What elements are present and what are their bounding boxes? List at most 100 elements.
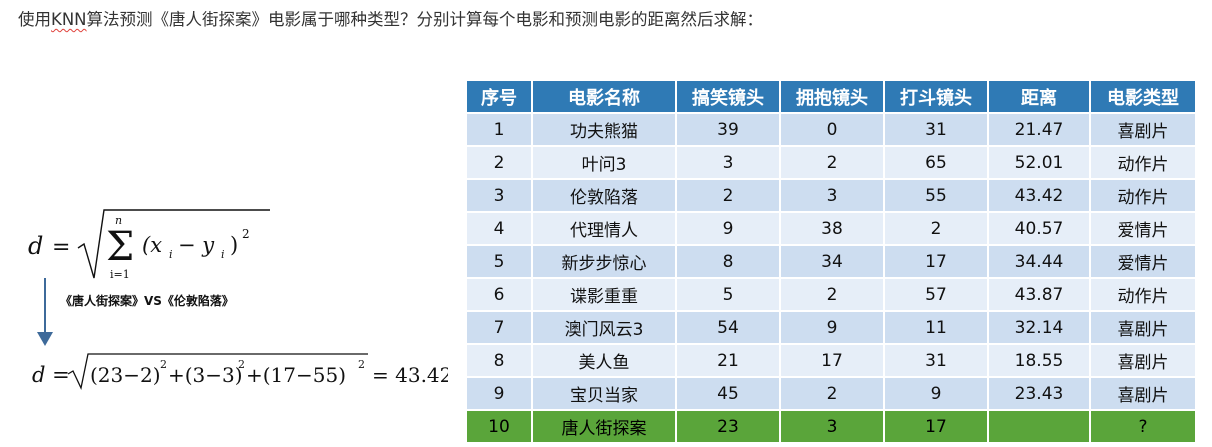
cell-distance: 52.01 [989,147,1089,180]
cell-funny: 9 [677,213,779,246]
cell-hug: 2 [781,378,883,411]
cell-index: 3 [467,180,531,213]
cell-fight: 17 [885,411,987,444]
table-row: 4 代理情人 9 38 2 40.57 爱情片 [467,213,1195,246]
example-term2: +(3−3) [168,363,243,387]
table-row: 7 澳门风云3 54 9 11 32.14 喜剧片 [467,312,1195,345]
cell-index: 5 [467,246,531,279]
cell-type: 喜剧片 [1091,114,1195,147]
cell-funny: 8 [677,246,779,279]
comparison-label: 《唐人街探案》VS《伦敦陷落》 [60,294,234,308]
cell-distance: 34.44 [989,246,1089,279]
table-header-row: 序号 电影名称 搞笑镜头 拥抱镜头 打斗镜头 距离 电影类型 [467,81,1195,114]
cell-type: 喜剧片 [1091,345,1195,378]
cell-funny: 23 [677,411,779,444]
sigma-symbol: Σ [106,224,134,270]
cell-funny: 21 [677,345,779,378]
cell-type: 爱情片 [1091,213,1195,246]
cell-fight: 11 [885,312,987,345]
cell-distance: 23.43 [989,378,1089,411]
example-formula: d = (23−2) 2 +(3−3) 2 +(17−55) 2 = 43.42 [32,353,448,391]
example-lhs: d = [32,363,70,387]
cell-funny: 39 [677,114,779,147]
table-row: 9 宝贝当家 45 2 9 23.43 喜剧片 [467,378,1195,411]
cell-type: 喜剧片 [1091,312,1195,345]
example-sq1: 2 [160,358,167,371]
cell-type: 喜剧片 [1091,378,1195,411]
cell-type: ? [1091,411,1195,444]
example-result: = 43.42 [372,363,448,387]
cell-hug: 3 [781,180,883,213]
sum-upper: n [115,214,122,227]
header-index: 序号 [467,81,531,114]
cell-fight: 31 [885,114,987,147]
cell-fight: 17 [885,246,987,279]
sqrt-symbol [77,209,270,279]
example-term1: (23−2) [90,363,161,387]
cell-funny: 2 [677,180,779,213]
cell-index: 4 [467,213,531,246]
table-row: 3 伦敦陷落 2 3 55 43.42 动作片 [467,180,1195,213]
cell-fight: 57 [885,279,987,312]
cell-hug: 2 [781,279,883,312]
cell-hug: 3 [781,411,883,444]
cell-distance: 43.42 [989,180,1089,213]
cell-distance: 40.57 [989,213,1089,246]
cell-fight: 31 [885,345,987,378]
table-row: 6 谍影重重 5 2 57 43.87 动作片 [467,279,1195,312]
cell-funny: 45 [677,378,779,411]
down-arrow-icon [37,278,53,346]
movie-distance-table: 序号 电影名称 搞笑镜头 拥抱镜头 打斗镜头 距离 电影类型 1 功夫熊猫 39… [465,81,1197,444]
question-prefix: 使用 [18,10,51,29]
cell-hug: 2 [781,147,883,180]
header-movie-name: 电影名称 [533,81,675,114]
cell-movie-name: 澳门风云3 [533,312,675,345]
sub-i-1: i [169,248,173,261]
cell-movie-name: 功夫熊猫 [533,114,675,147]
cell-distance: 43.87 [989,279,1089,312]
sum-exp: 2 [242,227,250,241]
table-row: 8 美人鱼 21 17 31 18.55 喜剧片 [467,345,1195,378]
cell-fight: 55 [885,180,987,213]
example-sq2: 2 [238,358,245,371]
cell-distance: 32.14 [989,312,1089,345]
sum-body-x: (x [142,233,162,257]
cell-distance: 18.55 [989,345,1089,378]
cell-type: 爱情片 [1091,246,1195,279]
header-funny-shots: 搞笑镜头 [677,81,779,114]
sum-body-y: − y [178,233,215,257]
question-text: 使用KNN算法预测《唐人街探案》电影属于哪种类型？分别计算每个电影和预测电影的距… [18,6,763,30]
knn-highlight: KNN [51,10,87,29]
cell-movie-name: 代理情人 [533,213,675,246]
cell-hug: 0 [781,114,883,147]
formula-d: d [28,232,43,260]
table-row: 5 新步步惊心 8 34 17 34.44 爱情片 [467,246,1195,279]
cell-movie-name: 伦敦陷落 [533,180,675,213]
header-movie-type: 电影类型 [1091,81,1195,114]
cell-index: 6 [467,279,531,312]
cell-funny: 5 [677,279,779,312]
sum-close: ) [230,233,238,257]
cell-index: 8 [467,345,531,378]
distance-formula: d = n Σ i=1 (x i − y i ) 2 [28,209,270,281]
cell-movie-name: 叶问3 [533,147,675,180]
cell-movie-name: 唐人街探案 [533,411,675,444]
cell-fight: 2 [885,213,987,246]
cell-type: 动作片 [1091,279,1195,312]
table-row: 1 功夫熊猫 39 0 31 21.47 喜剧片 [467,114,1195,147]
cell-hug: 17 [781,345,883,378]
cell-fight: 9 [885,378,987,411]
cell-funny: 54 [677,312,779,345]
cell-type: 动作片 [1091,147,1195,180]
example-sqrt-symbol [67,353,368,391]
cell-hug: 34 [781,246,883,279]
header-hug-shots: 拥抱镜头 [781,81,883,114]
example-sq3: 2 [358,358,365,371]
question-suffix: 算法预测《唐人街探案》电影属于哪种类型？分别计算每个电影和预测电影的距离然后求解… [86,10,764,29]
example-term3: +(17−55) [246,363,346,387]
cell-index: 9 [467,378,531,411]
target-row: 10 唐人街探案 23 3 17 ? [467,411,1195,444]
cell-index: 7 [467,312,531,345]
table-row: 2 叶问3 3 2 65 52.01 动作片 [467,147,1195,180]
sum-lower: i=1 [110,268,130,281]
